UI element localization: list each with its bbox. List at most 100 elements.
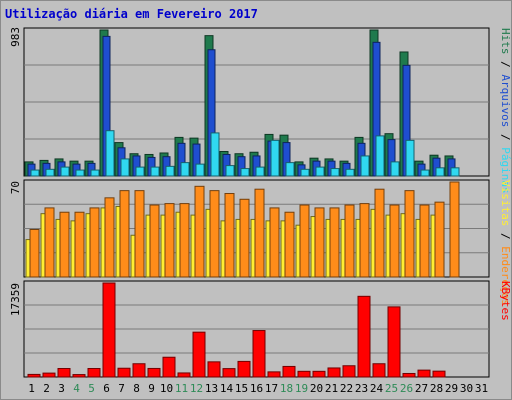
bar-endereços-day-12 [195, 186, 204, 277]
day-label-29: 29 [445, 382, 458, 395]
day-label-4: 4 [73, 382, 80, 395]
bar-páginas-day-2 [46, 169, 54, 176]
bar-kbytes-day-22 [343, 366, 355, 377]
bar-páginas-day-10 [166, 166, 174, 176]
bar-kbytes-day-25 [388, 307, 400, 377]
bar-kbytes-day-13 [208, 362, 220, 377]
bar-páginas-day-1 [31, 170, 39, 176]
kbytes-ymax-label: 17359 [9, 283, 22, 316]
bar-páginas-day-16 [256, 167, 264, 176]
bar-kbytes-day-5 [88, 368, 100, 377]
legend-entry-hits-0: Hits [499, 28, 512, 55]
bar-páginas-day-17 [271, 140, 279, 176]
day-label-11: 11 [175, 382, 188, 395]
bar-endereços-day-24 [375, 189, 384, 277]
bar-kbytes-day-10 [163, 357, 175, 377]
day-label-31: 31 [475, 382, 488, 395]
bar-endereços-day-4 [75, 212, 84, 277]
bar-endereços-day-18 [285, 212, 294, 277]
bar-endereços-day-2 [45, 208, 54, 277]
bar-endereços-day-6 [105, 198, 114, 277]
bar-endereços-day-3 [60, 212, 69, 277]
bar-páginas-day-21 [331, 169, 339, 176]
bar-páginas-day-11 [181, 163, 189, 176]
bar-páginas-day-14 [226, 166, 234, 176]
bar-kbytes-day-17 [268, 372, 280, 377]
day-label-21: 21 [325, 382, 338, 395]
day-label-24: 24 [370, 382, 384, 395]
bar-páginas-day-6 [106, 131, 114, 176]
bar-endereços-day-16 [255, 189, 264, 277]
bar-kbytes-day-16 [253, 331, 265, 377]
bar-páginas-day-13 [211, 133, 219, 176]
bar-endereços-day-11 [180, 204, 189, 277]
day-label-26: 26 [400, 382, 413, 395]
bar-kbytes-day-3 [58, 368, 70, 377]
bar-páginas-day-29 [451, 168, 459, 176]
day-label-14: 14 [220, 382, 234, 395]
bar-páginas-day-25 [391, 162, 399, 176]
bar-endereços-day-29 [450, 182, 459, 277]
bar-páginas-day-23 [361, 156, 369, 176]
bar-endereços-day-13 [210, 191, 219, 277]
bar-endereços-day-19 [300, 205, 309, 277]
day-label-23: 23 [355, 382, 368, 395]
day-label-7: 7 [118, 382, 125, 395]
bar-endereços-day-17 [270, 208, 279, 277]
hits-ymax-label: 983 [9, 27, 22, 47]
bar-endereços-day-14 [225, 194, 234, 277]
bar-páginas-day-18 [286, 163, 294, 176]
day-label-16: 16 [250, 382, 263, 395]
day-label-15: 15 [235, 382, 248, 395]
bar-páginas-day-12 [196, 164, 204, 176]
bar-kbytes-day-7 [118, 368, 130, 377]
bar-kbytes-day-8 [133, 364, 145, 377]
bar-endereços-day-22 [345, 205, 354, 277]
day-label-2: 2 [43, 382, 50, 395]
day-label-18: 18 [280, 382, 293, 395]
day-label-9: 9 [148, 382, 155, 395]
bar-páginas-day-5 [91, 170, 99, 176]
day-label-1: 1 [28, 382, 35, 395]
bar-páginas-day-26 [406, 140, 414, 176]
bar-endereços-day-28 [435, 202, 444, 277]
legend-entry-hits-3: / [499, 127, 512, 147]
day-label-8: 8 [133, 382, 140, 395]
day-label-13: 13 [205, 382, 218, 395]
bar-páginas-day-7 [121, 159, 129, 176]
bar-endereços-day-23 [360, 204, 369, 277]
bar-kbytes-day-23 [358, 296, 370, 377]
bar-páginas-day-28 [436, 168, 444, 176]
legend-entry-hits-1: / [499, 55, 512, 75]
bar-kbytes-day-27 [418, 370, 430, 377]
bar-kbytes-day-1 [28, 374, 40, 377]
bar-kbytes-day-2 [43, 373, 55, 377]
day-label-28: 28 [430, 382, 443, 395]
bar-páginas-day-27 [421, 170, 429, 176]
bar-endereços-day-20 [315, 208, 324, 277]
day-label-10: 10 [160, 382, 173, 395]
bar-endereços-day-1 [30, 230, 39, 278]
bar-páginas-day-15 [241, 169, 249, 176]
bar-kbytes-day-9 [148, 368, 160, 377]
day-label-20: 20 [310, 382, 323, 395]
bar-kbytes-day-11 [178, 373, 190, 377]
legend-hits: Hits / Arquivos / Páginas [499, 28, 512, 194]
bar-páginas-day-22 [346, 169, 354, 176]
bar-kbytes-day-4 [73, 375, 85, 377]
bar-kbytes-day-12 [193, 332, 205, 377]
bar-kbytes-day-19 [298, 371, 310, 377]
bar-kbytes-day-18 [283, 366, 295, 377]
bar-endereços-day-8 [135, 191, 144, 277]
day-label-3: 3 [58, 382, 65, 395]
visits-ymax-label: 70 [9, 181, 22, 194]
bar-páginas-day-8 [136, 167, 144, 176]
bar-endereços-day-27 [420, 205, 429, 277]
bar-kbytes-day-15 [238, 361, 250, 377]
bar-endereços-day-7 [120, 191, 129, 277]
bar-endereços-day-21 [330, 208, 339, 277]
day-label-30: 30 [460, 382, 473, 395]
bar-kbytes-day-14 [223, 369, 235, 377]
bar-endereços-day-10 [165, 204, 174, 277]
